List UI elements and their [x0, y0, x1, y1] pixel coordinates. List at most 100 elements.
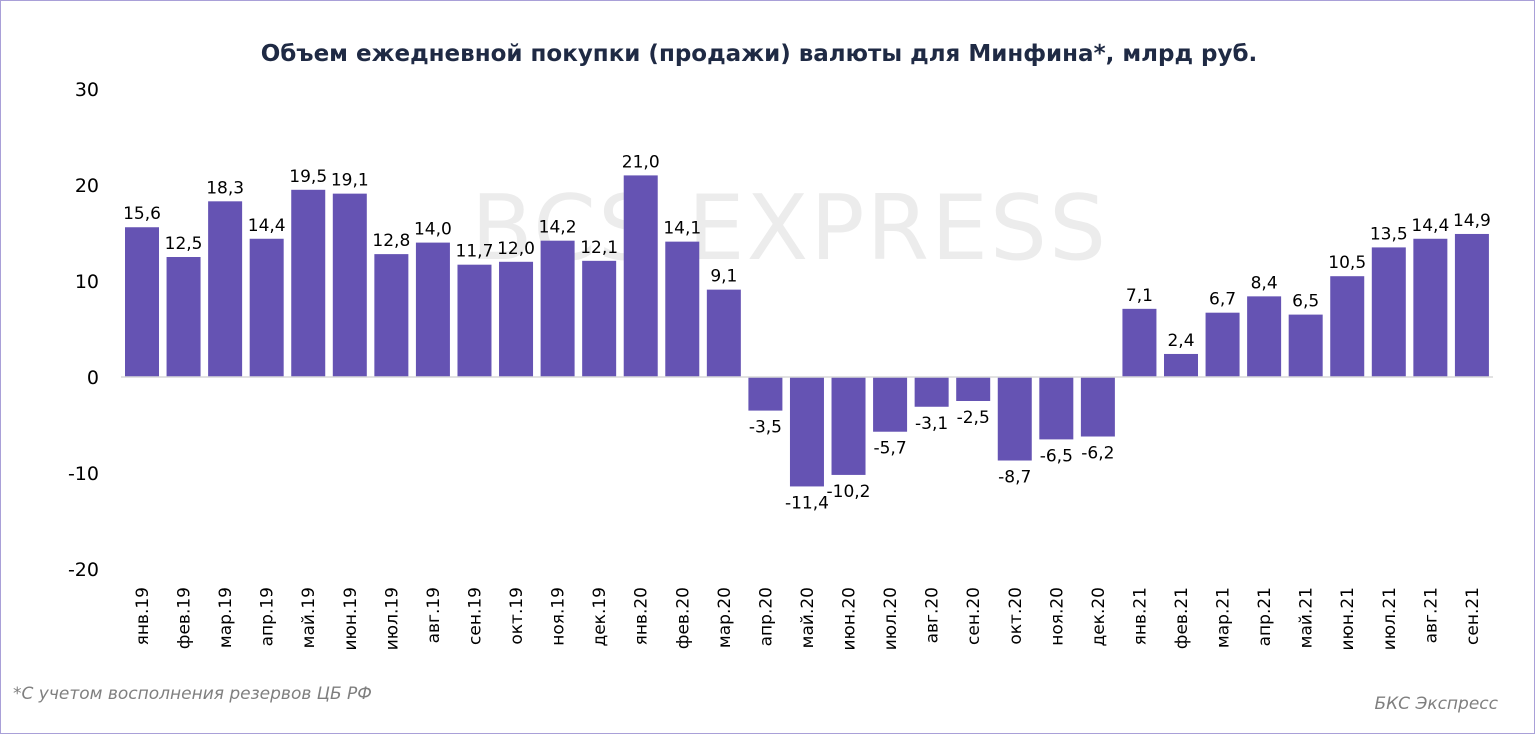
data-label: 6,7 — [1209, 290, 1236, 310]
x-tick-label: апр.20 — [756, 587, 776, 646]
bar — [623, 175, 658, 377]
bar — [332, 193, 367, 377]
x-tick-label: мар.19 — [216, 587, 236, 648]
data-label: 19,1 — [331, 171, 369, 191]
x-tick-label: май.21 — [1297, 587, 1317, 648]
data-label: -2,5 — [957, 408, 990, 428]
data-label: 18,3 — [206, 178, 244, 198]
data-label: 13,5 — [1370, 224, 1408, 244]
x-tick-label: янв.20 — [632, 587, 652, 645]
x-tick-label: сен.20 — [964, 587, 984, 645]
x-tick-label: окт.20 — [1006, 587, 1026, 645]
data-label: 14,1 — [663, 219, 701, 239]
bar — [249, 238, 284, 377]
x-tick-label: фев.19 — [175, 587, 195, 649]
bar — [1164, 353, 1198, 377]
bar — [748, 377, 783, 411]
y-tick-label: -10 — [68, 463, 99, 485]
data-label: 2,4 — [1167, 331, 1194, 351]
bar — [415, 242, 450, 377]
x-tick-label: фев.21 — [1172, 587, 1192, 649]
bar — [914, 377, 949, 407]
bar — [1039, 377, 1074, 440]
x-tick-label: авг.19 — [424, 587, 444, 643]
data-label: 9,1 — [710, 267, 737, 287]
x-tick-label: май.19 — [299, 587, 319, 648]
x-tick-label: май.20 — [798, 587, 818, 648]
y-tick-label: 0 — [87, 367, 99, 389]
bar — [208, 201, 243, 377]
data-label: 21,0 — [622, 152, 660, 172]
bar — [1122, 308, 1157, 377]
x-tick-label: сен.21 — [1463, 587, 1483, 645]
x-tick-label: июн.20 — [840, 587, 860, 651]
data-label: 14,4 — [1411, 216, 1449, 236]
data-label: -6,5 — [1040, 446, 1073, 466]
bar — [291, 189, 326, 377]
bar — [1080, 377, 1115, 437]
data-label: 14,0 — [414, 220, 452, 240]
x-tick-label: апр.21 — [1255, 587, 1275, 646]
y-tick-label: 10 — [75, 271, 99, 293]
data-label: 12,8 — [372, 231, 410, 251]
x-tick-label: дек.20 — [1089, 587, 1109, 647]
x-tick-label: июл.20 — [881, 587, 901, 650]
x-tick-label: янв.21 — [1130, 587, 1150, 645]
x-tick-label: мар.20 — [715, 587, 735, 648]
bar — [540, 240, 575, 377]
x-tick-label: июн.19 — [341, 587, 361, 651]
x-tick-label: апр.19 — [258, 587, 278, 646]
x-tick-label: дек.19 — [590, 587, 610, 647]
data-label: 10,5 — [1328, 253, 1366, 273]
data-label: 14,9 — [1453, 211, 1491, 231]
bar — [1454, 233, 1489, 377]
x-tick-label: фев.20 — [673, 587, 693, 649]
data-label: 8,4 — [1251, 273, 1278, 293]
y-tick-label: -20 — [68, 559, 99, 581]
bar — [1330, 276, 1365, 377]
x-tick-label: ноя.20 — [1047, 587, 1067, 646]
data-label: -8,7 — [998, 468, 1031, 488]
data-label: 7,1 — [1126, 286, 1153, 306]
bar — [374, 254, 409, 377]
data-label: 14,4 — [248, 216, 286, 236]
data-label: -10,2 — [827, 482, 871, 502]
data-label: 12,1 — [580, 238, 618, 258]
x-tick-label: окт.19 — [507, 587, 527, 645]
data-label: -3,5 — [749, 418, 782, 438]
x-tick-label: июн.21 — [1338, 587, 1358, 651]
bar — [582, 260, 617, 377]
x-tick-label: авг.20 — [923, 587, 943, 643]
data-label: 11,7 — [456, 242, 494, 262]
bar — [997, 377, 1032, 461]
bar — [831, 377, 866, 475]
bar — [125, 227, 159, 377]
x-tick-label: янв.19 — [133, 587, 153, 645]
bar — [706, 289, 741, 377]
bar — [166, 257, 201, 377]
bar — [956, 377, 991, 401]
data-label: -3,1 — [915, 414, 948, 434]
data-label: 14,2 — [539, 218, 577, 238]
data-label: 12,5 — [165, 234, 203, 254]
data-label: 19,5 — [289, 167, 327, 187]
x-tick-label: мар.21 — [1214, 587, 1234, 648]
bar — [1205, 312, 1240, 377]
bar — [789, 377, 824, 487]
bar — [665, 241, 700, 377]
x-tick-label: июл.19 — [382, 587, 402, 650]
source-label: БКС Экспресс — [1374, 694, 1498, 714]
watermark-logo: BCS EXPRESS — [471, 176, 1108, 281]
data-label: 12,0 — [497, 239, 535, 259]
bar — [1413, 238, 1448, 377]
data-label: 15,6 — [123, 204, 161, 224]
data-label: 6,5 — [1292, 292, 1319, 312]
x-tick-label: июл.21 — [1380, 587, 1400, 650]
x-tick-label: сен.19 — [465, 587, 485, 645]
chart-title: Объем ежедневной покупки (продажи) валют… — [261, 41, 1258, 67]
bar — [457, 264, 492, 377]
data-label: -11,4 — [785, 493, 829, 513]
bar — [873, 377, 908, 432]
